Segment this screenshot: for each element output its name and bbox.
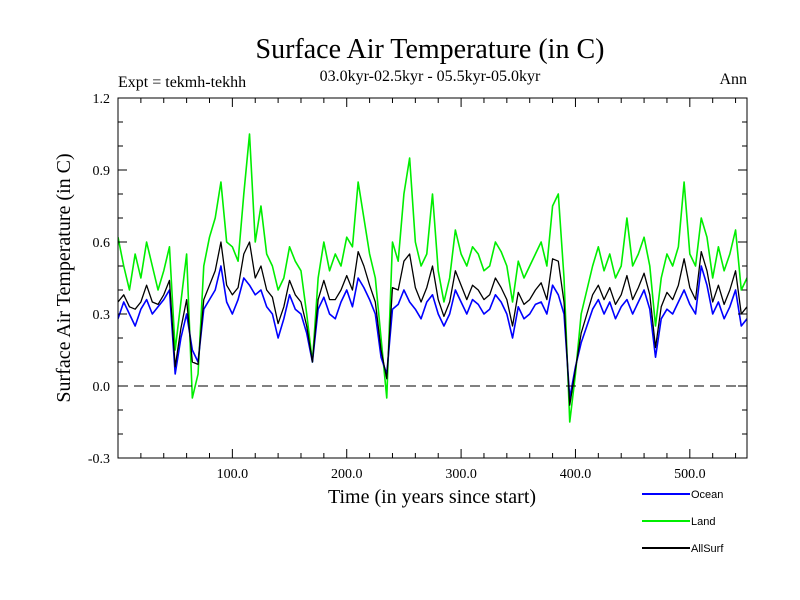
season-label: Ann [719, 71, 747, 88]
series-layer [118, 133, 747, 423]
x-tick-label: 500.0 [674, 467, 706, 482]
axis-ticks: 100.0 200.0 300.0 400.0 500.0 -0.3 0.0 0.3 0.6 0.… [88, 92, 747, 482]
series-line-allsurf [118, 241, 747, 406]
y-tick-label: 0.6 [93, 236, 111, 251]
y-axis-label: Surface Air Temperature (in C) [53, 153, 75, 402]
experiment-label: Expt = tekmh-tekhh [118, 74, 246, 91]
legend-label-ocean: Ocean [691, 489, 723, 501]
x-tick-label: 300.0 [445, 467, 477, 482]
legend: Ocean Land AllSurf [642, 489, 724, 555]
legend-label-land: Land [691, 516, 715, 528]
x-axis-label: Time (in years since start) [328, 486, 536, 508]
x-tick-label: 100.0 [217, 467, 249, 482]
y-tick-label: -0.3 [88, 452, 110, 467]
chart-title: Surface Air Temperature (in C) [256, 34, 605, 65]
legend-label-allsurf: AllSurf [691, 543, 724, 555]
x-tick-label: 400.0 [560, 467, 592, 482]
series-line-ocean [118, 265, 747, 399]
period-label: 03.0kyr-02.5kyr - 05.5kyr-05.0kyr [320, 68, 541, 85]
y-tick-label: 0.9 [93, 164, 111, 179]
y-tick-label: 0.3 [93, 308, 111, 323]
series-line-land [118, 133, 747, 423]
y-tick-label: 1.2 [93, 92, 111, 107]
x-tick-label: 200.0 [331, 467, 363, 482]
plot-frame [117, 97, 748, 459]
y-tick-label: 0.0 [93, 380, 111, 395]
